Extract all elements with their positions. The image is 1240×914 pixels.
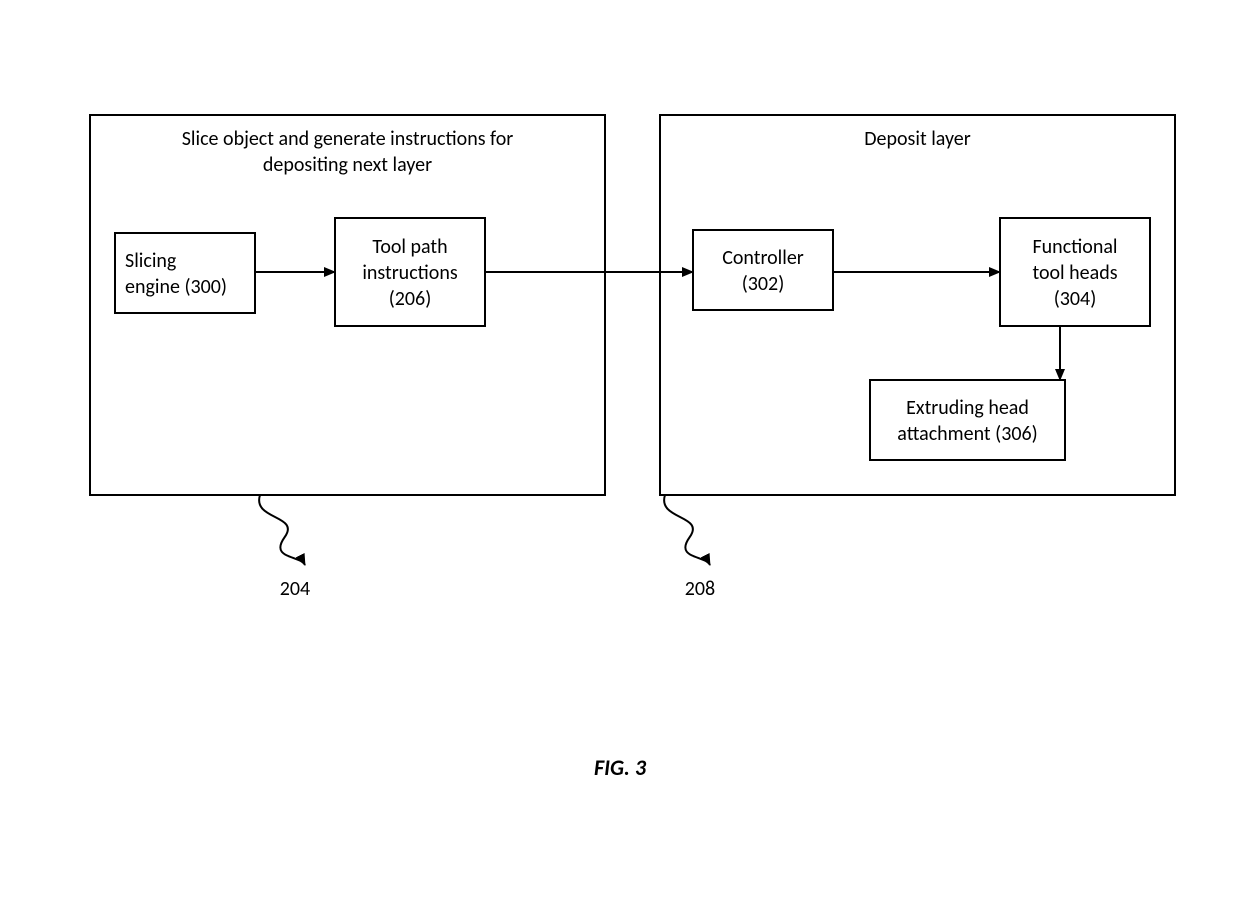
- group-left-title-line-0: Slice object and generate instructions f…: [182, 127, 514, 151]
- node-extruding-head-line-0: Extruding head: [906, 396, 1029, 420]
- group-right-ref-label: 208: [685, 577, 715, 601]
- group-right-ref-pointer: [664, 495, 710, 565]
- node-slicing-engine-box: [115, 233, 255, 313]
- node-tool-path: Tool pathinstructions(206): [335, 218, 485, 326]
- node-tool-path-line-0: Tool path: [372, 235, 447, 259]
- group-left: Slice object and generate instructions f…: [90, 115, 605, 601]
- node-slicing-engine-line-0: Slicing: [125, 249, 177, 273]
- node-tool-heads-line-0: Functional: [1032, 235, 1117, 259]
- node-tool-heads-line-2: (304): [1054, 287, 1097, 311]
- node-tool-heads: Functionaltool heads(304): [1000, 218, 1150, 326]
- figure-label: FIG. 3: [594, 754, 647, 781]
- group-left-ref-pointer: [259, 495, 305, 565]
- node-extruding-head-box: [870, 380, 1065, 460]
- group-right-title-line-0: Deposit layer: [864, 127, 971, 151]
- node-controller-line-1: (302): [742, 272, 785, 296]
- flowchart-diagram: Slice object and generate instructions f…: [0, 0, 1240, 914]
- group-left-title-line-1: depositing next layer: [263, 153, 432, 177]
- node-controller: Controller(302): [693, 230, 833, 310]
- node-tool-heads-line-1: tool heads: [1032, 261, 1117, 285]
- node-extruding-head: Extruding headattachment (306): [870, 380, 1065, 460]
- node-controller-line-0: Controller: [722, 246, 804, 270]
- node-slicing-engine-line-1: engine (300): [125, 275, 227, 299]
- node-tool-path-line-1: instructions: [362, 261, 458, 285]
- group-left-ref-label: 204: [280, 577, 310, 601]
- node-slicing-engine: Slicingengine (300): [115, 233, 255, 313]
- node-extruding-head-line-1: attachment (306): [897, 422, 1037, 446]
- group-right: Deposit layer 208: [660, 115, 1175, 601]
- node-controller-box: [693, 230, 833, 310]
- node-tool-path-line-2: (206): [389, 287, 432, 311]
